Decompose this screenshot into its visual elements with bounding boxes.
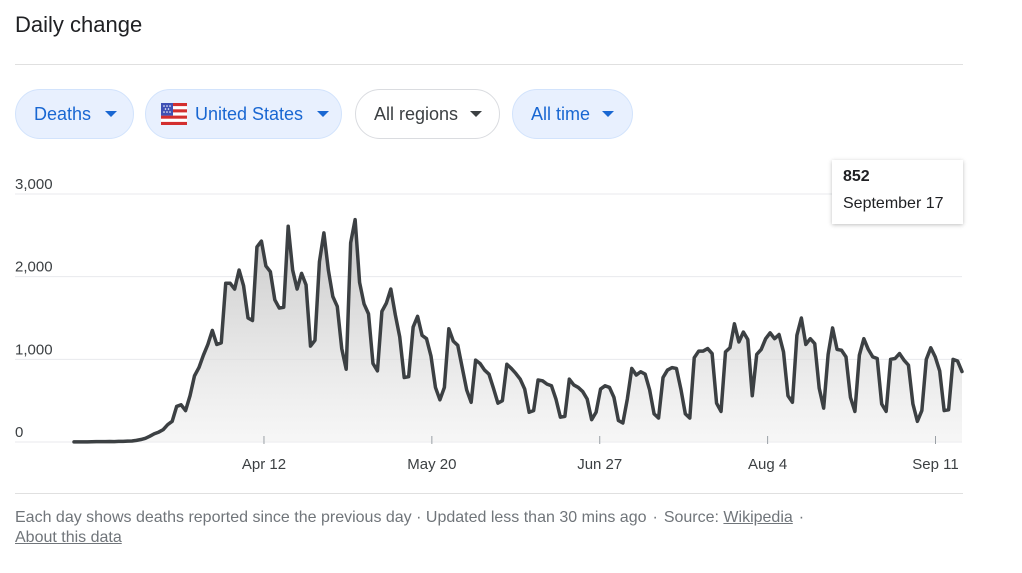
footer-separator: ·: [798, 509, 805, 526]
location-dropdown[interactable]: United States: [145, 89, 342, 139]
y-tick-label: 0: [15, 424, 23, 441]
top-divider: [15, 64, 963, 65]
chevron-down-icon: [105, 111, 118, 117]
us-flag-icon: [161, 103, 187, 125]
footer-separator: ·: [652, 509, 658, 526]
x-axis-labels: Apr 12 May 20 Jun 27 Aug 4 Sep 11: [242, 436, 959, 473]
regions-dropdown-label: All regions: [374, 103, 459, 124]
chevron-down-icon: [470, 111, 483, 117]
bottom-divider: [15, 493, 963, 494]
x-tick-label: Jun 27: [577, 456, 622, 473]
time-dropdown-label: All time: [531, 103, 591, 124]
regions-dropdown[interactable]: All regions: [355, 89, 500, 139]
y-tick-label: 1,000: [15, 341, 53, 358]
location-dropdown-label: United States: [195, 103, 304, 124]
x-tick-label: Sep 11: [912, 456, 958, 473]
wikipedia-link[interactable]: Wikipedia: [723, 509, 793, 526]
y-axis-labels: 0 1,000 2,000 3,000: [15, 176, 53, 441]
chart-footer: Each day shows deaths reported since the…: [15, 508, 945, 548]
footer-description: Each day shows deaths reported since the…: [15, 509, 647, 526]
about-data-link[interactable]: About this data: [15, 529, 122, 546]
chevron-down-icon: [317, 111, 330, 117]
chart-tooltip: 852 September 17: [832, 160, 963, 224]
y-tick-label: 2,000: [15, 259, 53, 276]
metric-dropdown-label: Deaths: [34, 103, 92, 124]
y-tick-label: 3,000: [15, 176, 53, 193]
daily-deaths-chart[interactable]: 0 1,000 2,000 3,000 Apr 12 May 20 Jun 27 Aug 4…: [0, 150, 1022, 490]
series-area: [74, 219, 962, 442]
x-tick-label: Apr 12: [242, 456, 286, 473]
source-label: Source:: [663, 509, 719, 526]
page-title: Daily change: [15, 12, 143, 37]
chevron-down-icon: [602, 111, 615, 117]
tooltip-date: September 17: [843, 195, 944, 212]
x-tick-label: Aug 4: [748, 456, 787, 473]
series-line: [72, 217, 964, 444]
tooltip-value: 852: [843, 168, 870, 185]
chart-series: [72, 217, 964, 444]
time-dropdown[interactable]: All time: [512, 89, 633, 139]
x-tick-label: May 20: [407, 456, 456, 473]
metric-dropdown[interactable]: Deaths: [15, 89, 134, 139]
